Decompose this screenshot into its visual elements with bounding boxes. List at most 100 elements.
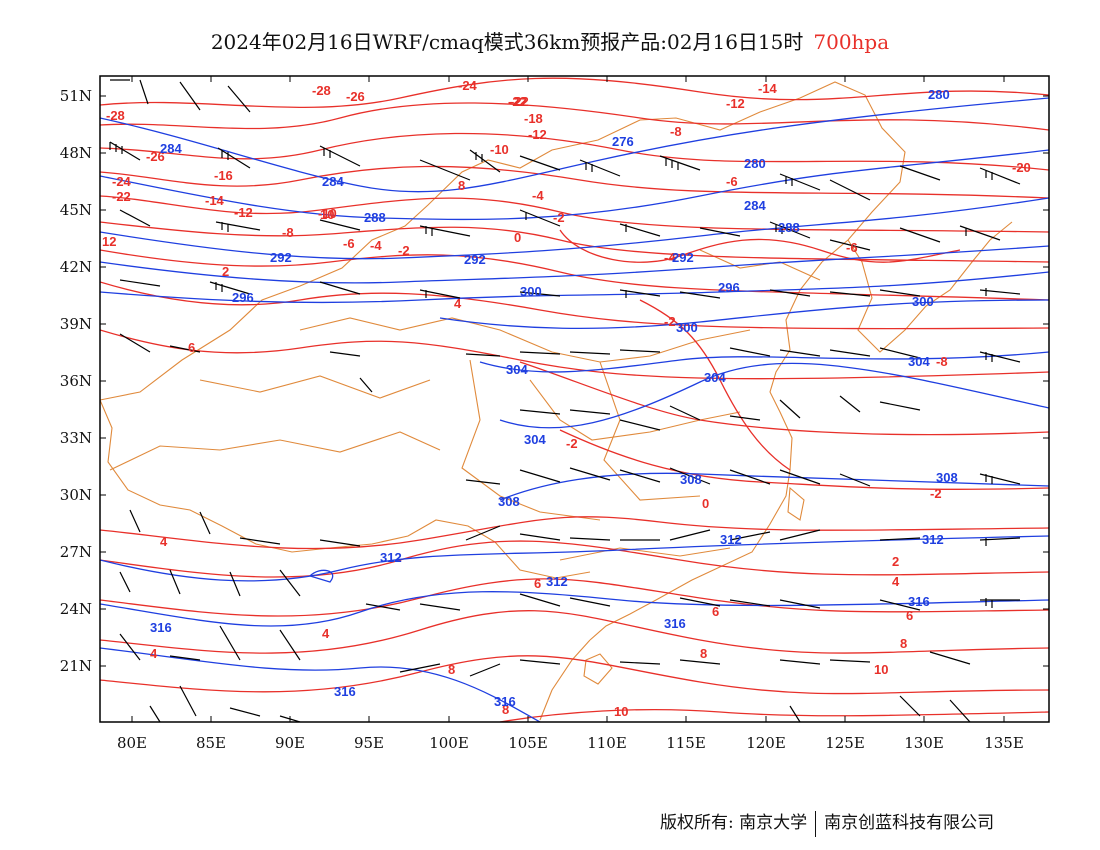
- wind-barb: [789, 695, 971, 722]
- wind-barb: [119, 333, 373, 393]
- temp-label: 4: [454, 296, 462, 311]
- isotherm-line: [100, 578, 1049, 617]
- temp-label: 6: [712, 604, 719, 619]
- temp-label: -26: [146, 149, 165, 164]
- temp-label: -12: [726, 96, 745, 111]
- isotherm-line: [100, 281, 1049, 330]
- isotherm-line: [100, 221, 1049, 263]
- temp-label: 4: [892, 574, 900, 589]
- tibet-lines: [109, 375, 441, 471]
- isotherm-line: [100, 610, 1049, 654]
- isotherm-line: [100, 249, 1049, 301]
- height-contour: [100, 535, 1049, 582]
- height-contour: [499, 472, 1049, 501]
- wind-barb: [465, 467, 661, 485]
- wind-barb: [465, 525, 660, 541]
- wind-barb: [110, 79, 251, 113]
- wind-barb: [619, 289, 811, 299]
- height-label: 308: [680, 472, 702, 487]
- lat-label: 30N: [60, 486, 92, 504]
- height-label: 312: [380, 550, 402, 565]
- temp-label: 4: [322, 626, 330, 641]
- height-label: 308: [936, 470, 958, 485]
- temp-label: -26: [346, 89, 365, 104]
- temp-label: 0: [514, 230, 521, 245]
- height-label: 280: [928, 87, 950, 102]
- lon-labels: 80E 85E 90E 95E 100E 105E 110E 115E 120E…: [117, 734, 1024, 752]
- wind-barb: [129, 509, 361, 547]
- height-contour: [499, 362, 1049, 429]
- lon-label: 135E: [984, 734, 1024, 752]
- temp-label: -6: [726, 174, 738, 189]
- wind-barb: [119, 279, 251, 295]
- wind-barb: [679, 597, 921, 611]
- height-label: 316: [334, 684, 356, 699]
- isotherm-line: [559, 229, 961, 263]
- lat-axis: [100, 95, 1049, 667]
- wind-barb: [217, 147, 251, 169]
- wind-barb: [779, 173, 871, 201]
- lat-label: 39N: [60, 315, 92, 333]
- province-lines: [299, 249, 821, 561]
- footer: 版权所有: 南京大学 南京创蓝科技有限公司: [660, 808, 994, 837]
- height-label: 276: [612, 134, 634, 149]
- wind-barb: [119, 625, 301, 661]
- height-contour: [100, 591, 1049, 627]
- height-contour: [100, 245, 1049, 284]
- height-label: 288: [778, 220, 800, 235]
- lat-label: 45N: [60, 201, 92, 219]
- temp-label: 8: [458, 178, 465, 193]
- temp-label: -12: [234, 205, 253, 220]
- lat-label: 48N: [60, 144, 92, 162]
- wind-barb: [519, 209, 661, 237]
- height-label: 308: [498, 494, 520, 509]
- temp-label: -2: [930, 486, 942, 501]
- lat-label: 21N: [60, 657, 92, 675]
- temp-label: -8: [282, 225, 294, 240]
- temp-label: -20: [1012, 160, 1031, 175]
- height-label: 316: [494, 694, 516, 709]
- height-label: 316: [150, 620, 172, 635]
- lon-label: 100E: [429, 734, 469, 752]
- temp-label: 8: [502, 702, 509, 717]
- temp-label: -2: [664, 314, 676, 329]
- temp-label: -6: [343, 236, 355, 251]
- temp-label: 10: [874, 662, 888, 677]
- temp-label: 8: [448, 662, 455, 677]
- isotherm-line: [100, 132, 1049, 171]
- temp-label: -10: [490, 142, 509, 157]
- height-contour: [100, 97, 1049, 193]
- temp-label: -18: [524, 111, 543, 126]
- temp-label: 2: [222, 264, 229, 279]
- wind-barb: [829, 225, 1001, 251]
- lon-label: 130E: [904, 734, 944, 752]
- wind-barb: [319, 219, 471, 237]
- isotherm-line: [639, 299, 791, 471]
- wind-barb: [669, 467, 871, 487]
- temp-label: -2: [398, 243, 410, 258]
- temp-label: -28: [312, 83, 331, 98]
- height-contour-layer: [100, 97, 1049, 722]
- isotherm-line: [519, 361, 1049, 436]
- indochina-coast: [539, 639, 591, 721]
- height-contour: [100, 647, 541, 722]
- isotherm-line: [100, 165, 1049, 199]
- wind-barb: [399, 659, 661, 677]
- height-label: 304: [704, 370, 726, 385]
- isotherm-line: [559, 429, 1049, 490]
- copyright-text: 版权所有: 南京大学: [660, 813, 808, 833]
- temp-label: 12: [102, 234, 116, 249]
- height-label: 288: [364, 210, 386, 225]
- wind-barb: [319, 145, 361, 167]
- company-name: 南京创蓝科技有限公司: [824, 813, 995, 833]
- height-label: 280: [744, 156, 766, 171]
- map-layers: -28 -26 -28 -24 -22 -26 -24 -22 -16 -14 …: [100, 77, 1049, 722]
- map-frame: [99, 75, 1050, 723]
- temp-label: 8: [700, 646, 707, 661]
- lon-label: 125E: [825, 734, 865, 752]
- temp-label: -22: [510, 94, 529, 109]
- wind-barb: [979, 537, 1021, 546]
- height-label: 284: [160, 141, 182, 156]
- lat-label: 24N: [60, 600, 92, 618]
